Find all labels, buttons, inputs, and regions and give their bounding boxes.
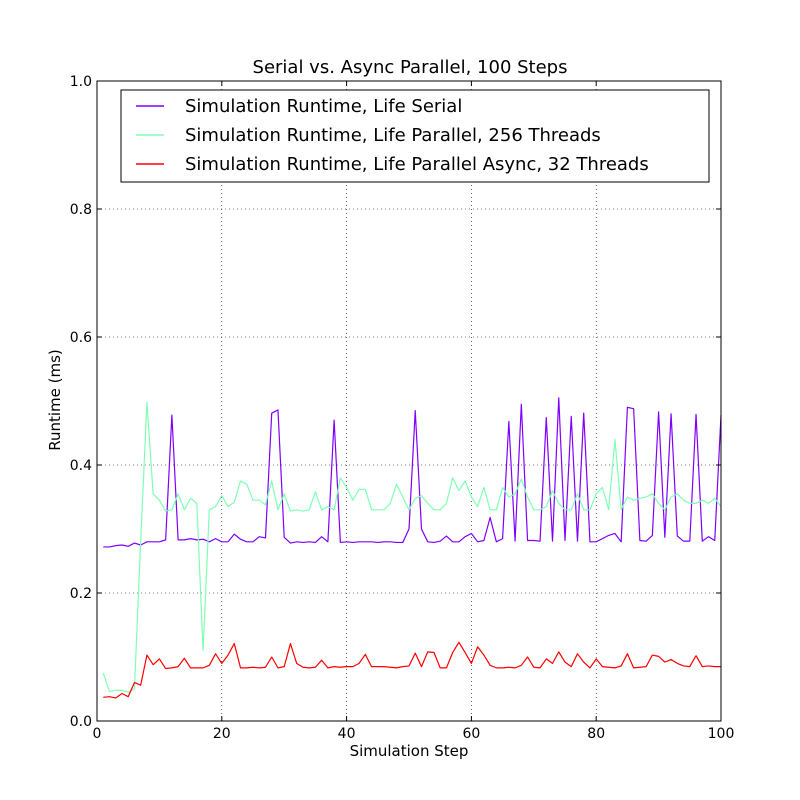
x-axis-label: Simulation Step (350, 742, 469, 760)
legend-label: Simulation Runtime, Life Parallel, 256 T… (185, 125, 601, 146)
axis-ticks: 0 20 40 60 80 100 0.0 0.2 0.4 0.6 0.8 1.0 (70, 74, 735, 742)
chart-title: Serial vs. Async Parallel, 100 Steps (253, 57, 568, 78)
x-tick-label: 100 (708, 726, 735, 742)
x-tick-label: 20 (213, 726, 231, 742)
legend-box (120, 89, 710, 183)
x-tick-label: 40 (338, 726, 356, 742)
y-axis-label: Runtime (ms) (46, 349, 64, 451)
x-tick-label: 80 (587, 726, 605, 742)
x-tick-label: 0 (93, 726, 102, 742)
series-line-3 (103, 641, 721, 699)
series-lines (102, 397, 722, 699)
y-tick-label: 0.2 (70, 586, 92, 602)
x-tick-label: 60 (462, 726, 480, 742)
legend-label: Simulation Runtime, Life Parallel Async,… (185, 154, 649, 175)
plot-frame (96, 80, 722, 722)
legend: Simulation Runtime, Life Serial Simulatio… (120, 89, 710, 183)
series-line-1 (103, 397, 722, 548)
y-tick-label: 1.0 (70, 74, 92, 90)
legend-label: Simulation Runtime, Life Serial (185, 96, 462, 117)
y-tick-label: 0.6 (70, 330, 92, 346)
y-tick-label: 0.4 (70, 458, 92, 474)
y-tick-label: 0.0 (70, 714, 92, 730)
y-tick-label: 0.8 (70, 202, 92, 218)
series-line-2 (102, 401, 722, 693)
